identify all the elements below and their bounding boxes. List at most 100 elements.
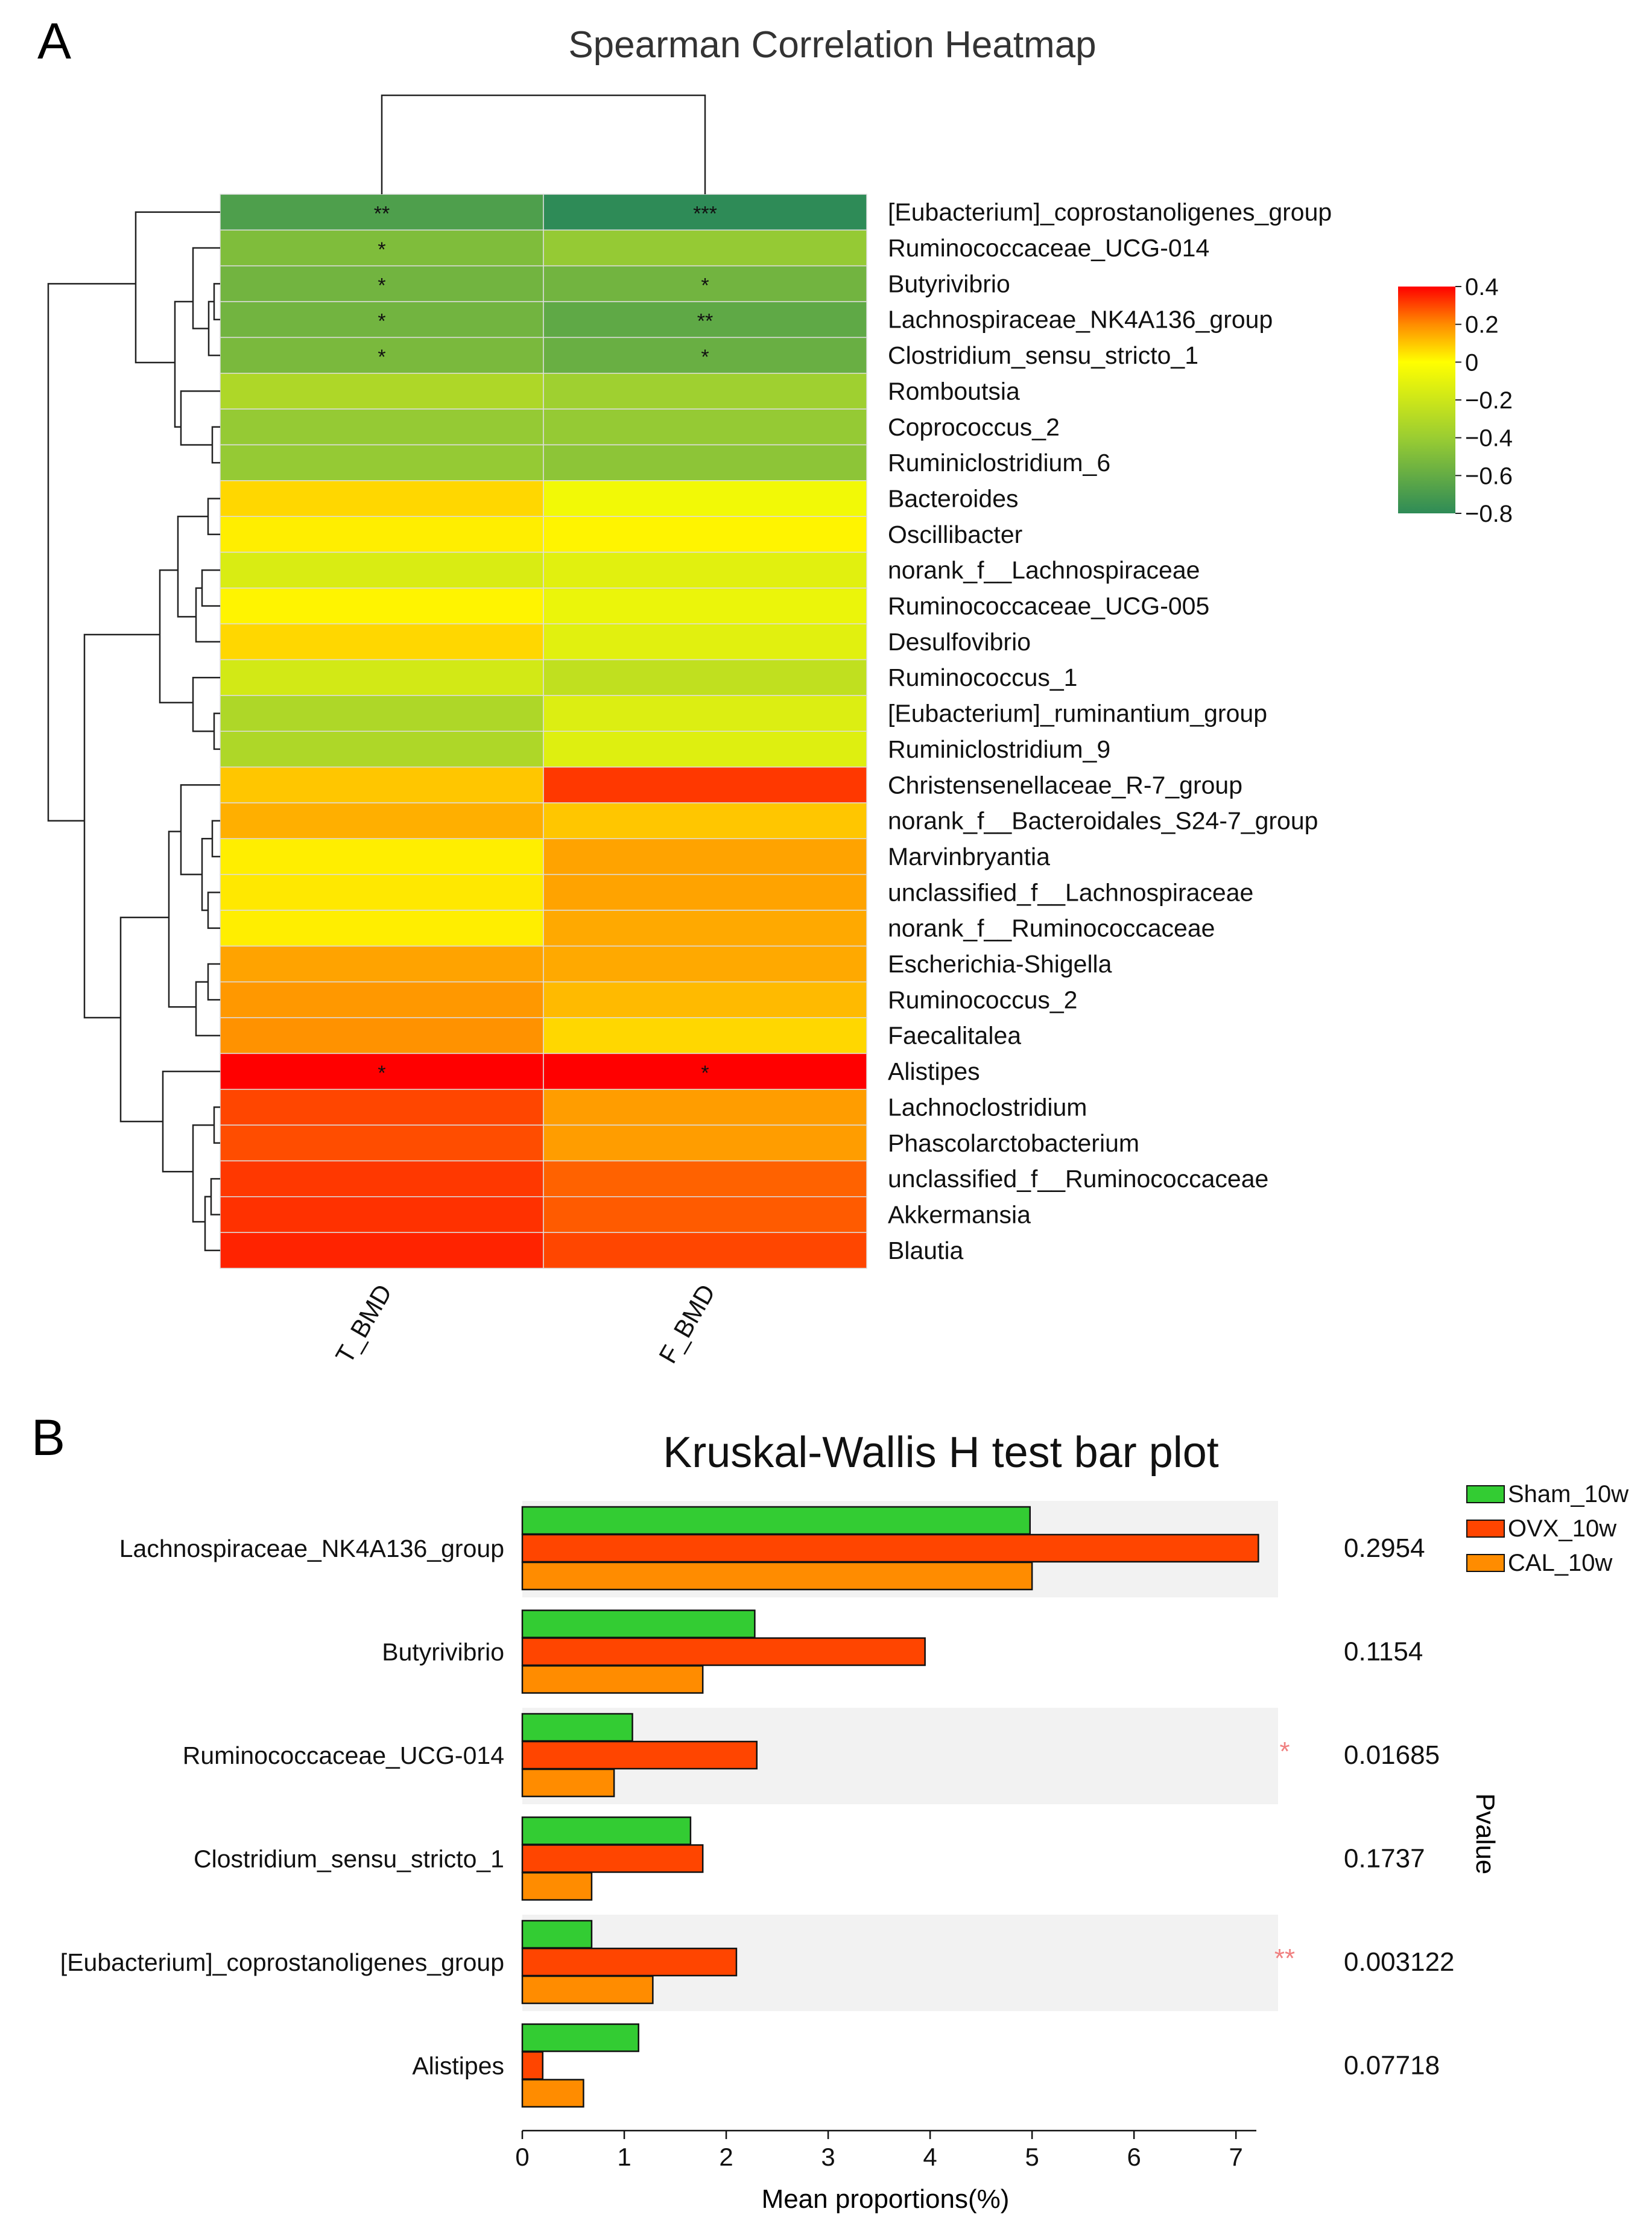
heatmap-cell xyxy=(543,766,867,804)
dendrogram-branch xyxy=(201,569,220,607)
dendrogram-branch xyxy=(213,283,220,320)
heatmap-row-label: [Eubacterium]_ruminantium_group xyxy=(888,700,1267,728)
heatmap-row-label: Oscillibacter xyxy=(888,521,1022,548)
x-axis-label: Mean proportions(%) xyxy=(762,2184,1010,2214)
heatmap-cell xyxy=(220,444,544,481)
heatmap-cell xyxy=(543,910,867,947)
heatmap-cell xyxy=(220,480,544,517)
bar-cal-10w xyxy=(521,1975,654,2005)
significance-mark: * xyxy=(701,346,709,369)
heatmap-cell xyxy=(543,1160,867,1197)
legend: Sham_10w OVX_10w CAL_10w xyxy=(1466,1481,1628,1576)
heatmap-cell xyxy=(543,1232,867,1269)
pvalue-label: 0.07718 xyxy=(1344,2051,1440,2081)
x-axis-tick-label: 4 xyxy=(923,2143,937,2171)
category-label: Alistipes xyxy=(412,2052,504,2080)
pvalue-axis-label: Pvalue xyxy=(1470,1793,1500,1875)
heatmap-row-labels: [Eubacterium]_coprostanoligenes_group Rum… xyxy=(888,198,1332,1264)
significance-marks: *** xyxy=(1274,1737,1295,1973)
dendrogram-branch xyxy=(162,1070,220,1173)
heatmap-cell xyxy=(543,1089,867,1126)
legend-swatch xyxy=(1466,1485,1505,1503)
dendrogram-branch xyxy=(192,1124,214,1223)
x-axis: 0 1 2 3 4 5 6 7 xyxy=(515,2129,1256,2171)
heatmap-cell xyxy=(543,623,867,661)
heatmap-cell xyxy=(543,516,867,553)
x-axis-tick-label: 7 xyxy=(1229,2143,1243,2171)
dendrogram-branch xyxy=(210,1178,220,1216)
heatmap-row-label: Faecalitalea xyxy=(888,1022,1021,1050)
heatmap-cell xyxy=(220,408,544,446)
significance-mark: ** xyxy=(1274,1944,1295,1973)
heatmap-cell xyxy=(220,551,544,589)
legend-label: CAL_10w xyxy=(1508,1550,1613,1576)
heatmap-row-label: Ruminococcaceae_UCG-014 xyxy=(888,234,1209,262)
heatmap-row-label: Akkermansia xyxy=(888,1200,1031,1228)
category-labels: Lachnospiraceae_NK4A136_group Butyrivibri… xyxy=(60,1535,504,2080)
heatmap-row-label: Alistipes xyxy=(888,1057,980,1085)
category-label: Butyrivibrio xyxy=(382,1638,504,1666)
x-axis-tick-label: 1 xyxy=(617,2143,631,2171)
heatmap-cell xyxy=(543,480,867,517)
dendrogram-branch xyxy=(180,390,220,446)
heatmap-row-label: norank_f__Bacteroidales_S24-7_group xyxy=(888,807,1318,835)
bar-plot-title: Kruskal-Wallis H test bar plot xyxy=(663,1428,1219,1477)
heatmap-cell xyxy=(543,659,867,696)
heatmap-panel: Spearman Correlation Heatmap ** ***** ** **… xyxy=(47,24,1513,1368)
heatmap-cell xyxy=(220,1017,544,1054)
bar-sham-10w xyxy=(521,1919,593,1949)
significance-mark: ** xyxy=(374,203,390,226)
dendrogram xyxy=(47,94,706,1252)
bar-sham-10w xyxy=(521,1506,1031,1535)
bar-ovx-10w xyxy=(521,1740,758,1770)
heatmap-row-label: Bacteroides xyxy=(888,484,1019,512)
heatmap-cell xyxy=(543,373,867,410)
bar-sham-10w xyxy=(521,1713,633,1742)
heatmap-cell xyxy=(220,731,544,768)
panel-a-label: A xyxy=(37,13,71,69)
dendrogram-branch xyxy=(213,712,220,750)
heatmap-cell xyxy=(220,802,544,840)
heatmap-row-label: Ruminiclostridium_9 xyxy=(888,735,1110,763)
bar-sham-10w xyxy=(521,2023,639,2052)
dendrogram-branch xyxy=(47,283,136,822)
x-axis-tick-label: 0 xyxy=(515,2143,529,2171)
category-label: Clostridium_sensu_stricto_1 xyxy=(194,1845,504,1873)
legend-label: OVX_10w xyxy=(1508,1515,1616,1542)
dendrogram-branch xyxy=(195,587,220,643)
x-axis-tick-label: 6 xyxy=(1127,2143,1141,2171)
colorbar: 0.4 0.2 0 −0.2 −0.4 −0.6 −0.8 xyxy=(1398,274,1513,527)
heatmap-row-label: Christensenellaceae_R-7_group xyxy=(888,771,1242,799)
dendrogram-branch xyxy=(159,569,193,704)
heatmap-cell xyxy=(220,838,544,875)
category-label: [Eubacterium]_coprostanoligenes_group xyxy=(60,1948,504,1976)
heatmap-cell xyxy=(220,229,544,267)
dendrogram-branch xyxy=(168,831,196,1008)
heatmap-cell xyxy=(220,194,544,231)
colorbar-tick-label: 0.2 xyxy=(1465,312,1499,338)
heatmap-row-label: unclassified_f__Ruminococcaceae xyxy=(888,1165,1268,1193)
colorbar-tick-label: −0.4 xyxy=(1465,425,1513,452)
heatmap-row-label: Coprococcus_2 xyxy=(888,413,1060,441)
bar-plot-panel: Kruskal-Wallis H test bar plot Lachnospi… xyxy=(60,1428,1628,2214)
x-axis-tick-label: 5 xyxy=(1025,2143,1039,2171)
heatmap-row-label: Ruminococcaceae_UCG-005 xyxy=(888,592,1209,620)
colorbar-tick-label: 0.4 xyxy=(1465,274,1499,300)
heatmap-row-label: Butyrivibrio xyxy=(888,270,1010,297)
dendrogram-branch xyxy=(207,963,220,1001)
x-axis-tick-label: 2 xyxy=(719,2143,733,2171)
heatmap-cell xyxy=(220,873,544,911)
heatmap-cell xyxy=(220,588,544,624)
legend-swatch xyxy=(1466,1554,1505,1572)
pvalue-label: 0.01685 xyxy=(1344,1740,1440,1770)
significance-mark: * xyxy=(378,274,385,297)
colorbar-tick-label: −0.8 xyxy=(1465,501,1513,527)
heatmap-row-label: Ruminiclostridium_6 xyxy=(888,449,1110,477)
heatmap-cell xyxy=(543,588,867,624)
heatmap-row-label: Lachnospiraceae_NK4A136_group xyxy=(888,306,1273,334)
dendrogram-branch xyxy=(177,515,208,618)
heatmap-title: Spearman Correlation Heatmap xyxy=(568,24,1096,66)
dendrogram-branch xyxy=(192,247,220,329)
heatmap-cell xyxy=(543,194,867,231)
heatmap-cell xyxy=(220,373,544,410)
